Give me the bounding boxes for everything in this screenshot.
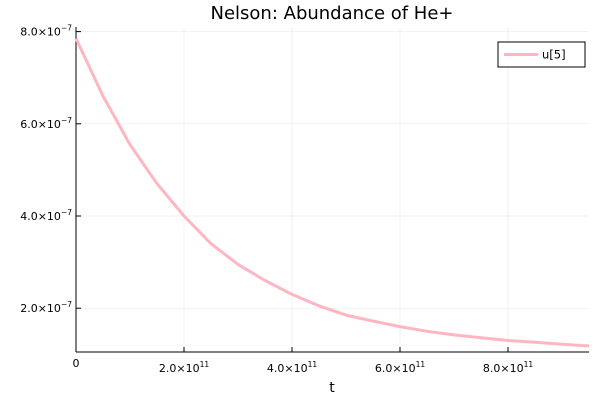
y-tick-label-base: 8.0×10: [20, 26, 61, 39]
x-tick-label-base: 4.0×10: [267, 362, 308, 375]
y-tick-label-exponent: −7: [61, 24, 72, 33]
x-tick-label-base: 2.0×10: [159, 362, 200, 375]
chart-title: Nelson: Abundance of He+: [211, 3, 454, 24]
x-tick-label-base: 8.0×10: [483, 362, 524, 375]
x-ticks: 0 2.0×1011 4.0×1011 6.0×1011 8.0×1011: [73, 347, 533, 375]
x-tick-label-exponent: 11: [416, 360, 426, 369]
x-tick-label: 8.0×1011: [483, 360, 533, 375]
y-tick-label-base: 2.0×10: [20, 302, 61, 315]
x-tick-label: 4.0×1011: [267, 360, 317, 375]
x-tick-label: 2.0×1011: [159, 360, 209, 375]
legend: u[5]: [497, 41, 586, 68]
y-tick-label: 8.0×10−7: [20, 24, 72, 39]
legend-label: u[5]: [542, 48, 566, 62]
y-tick-label: 6.0×10−7: [20, 116, 72, 131]
series-layer: [74, 37, 590, 348]
y-tick-label-exponent: −7: [61, 208, 72, 217]
y-tick-label-base: 6.0×10: [20, 118, 61, 131]
y-tick-label-exponent: −7: [61, 116, 72, 125]
y-tick-label: 2.0×10−7: [20, 300, 72, 315]
x-tick-label-exponent: 11: [200, 360, 210, 369]
x-axis-label: t: [329, 380, 335, 396]
y-ticks: 2.0×10−74.0×10−76.0×10−78.0×10−7: [20, 24, 81, 315]
x-tick-label: 0: [73, 357, 80, 370]
x-tick-label-base: 6.0×10: [375, 362, 416, 375]
x-tick-label: 6.0×1011: [375, 360, 425, 375]
x-tick-label-exponent: 11: [524, 360, 534, 369]
series-line-0: [74, 37, 590, 348]
x-tick-label-exponent: 11: [308, 360, 318, 369]
axes: [75, 27, 589, 353]
x-tick-label-base: 0: [73, 357, 80, 370]
y-tick-label-exponent: −7: [61, 300, 72, 309]
y-tick-label-base: 4.0×10: [20, 210, 61, 223]
grid-lines: [76, 27, 589, 352]
y-tick-label: 4.0×10−7: [20, 208, 72, 223]
